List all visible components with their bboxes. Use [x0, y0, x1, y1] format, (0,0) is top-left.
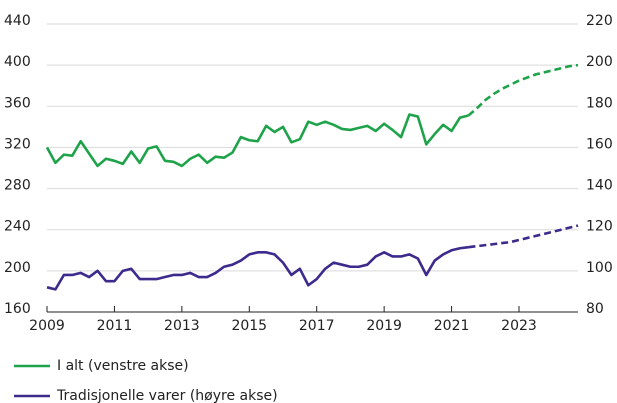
y2-tick-label: 120 [586, 219, 613, 235]
y-tick-label: 400 [4, 54, 31, 70]
x-tick-label: 2009 [29, 318, 65, 334]
x-tick-label: 2017 [299, 318, 335, 334]
y-tick-label: 280 [4, 178, 31, 194]
y2-tick-label: 220 [586, 13, 613, 29]
x-tick-label: 2013 [164, 318, 200, 334]
y2-tick-label: 140 [586, 178, 613, 194]
y-tick-label: 440 [4, 13, 31, 29]
x-tick-label: 2021 [434, 318, 470, 334]
series-line-dashed [468, 224, 579, 249]
y2-tick-label: 160 [586, 136, 613, 152]
series-line [46, 245, 469, 291]
x-tick-label: 2023 [501, 318, 537, 334]
y-tick-label: 240 [4, 219, 31, 235]
x-tick-label: 2015 [231, 318, 267, 334]
x-tick-label: 2019 [366, 318, 402, 334]
x-tick-label: 2011 [97, 318, 133, 334]
y-tick-label: 200 [4, 260, 31, 276]
y2-tick-label: 100 [586, 260, 613, 276]
y2-tick-label: 200 [586, 54, 613, 70]
series-line-dashed [467, 63, 579, 117]
y-tick-label: 360 [4, 95, 31, 111]
series-line [45, 113, 469, 168]
y-tick-label: 320 [4, 136, 31, 152]
legend-label: Tradisjonelle varer (høyre akse) [56, 388, 278, 403]
legend-label: I alt (venstre akse) [57, 358, 189, 374]
y2-tick-label: 80 [586, 301, 604, 317]
y2-tick-label: 180 [586, 95, 613, 111]
y-tick-label: 160 [4, 301, 31, 317]
